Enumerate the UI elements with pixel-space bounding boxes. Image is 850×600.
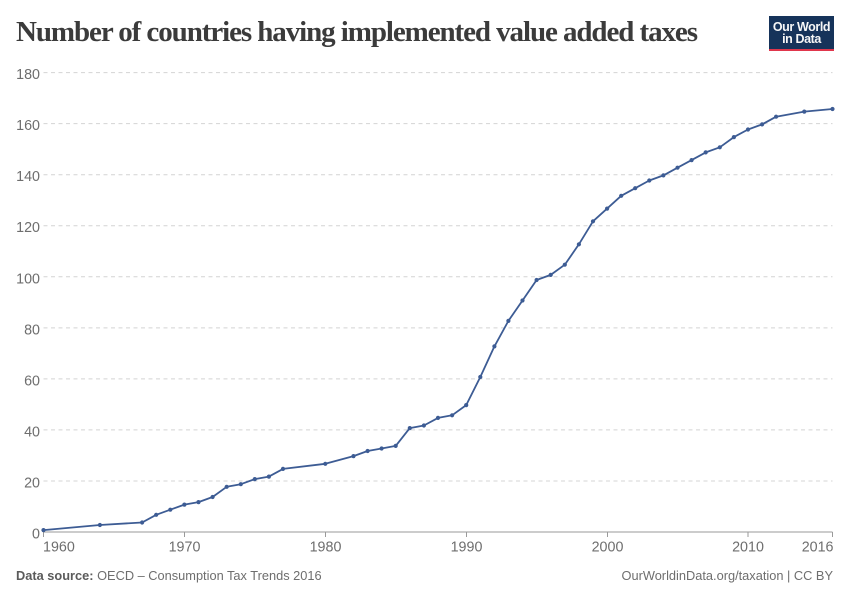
svg-text:160: 160 — [16, 118, 40, 134]
svg-text:1990: 1990 — [451, 539, 483, 555]
svg-text:120: 120 — [16, 220, 40, 236]
svg-text:0: 0 — [32, 527, 40, 543]
svg-text:1970: 1970 — [169, 539, 201, 555]
svg-text:20: 20 — [24, 476, 40, 492]
svg-text:2016: 2016 — [802, 539, 834, 555]
svg-text:100: 100 — [16, 271, 40, 287]
svg-text:2000: 2000 — [592, 539, 624, 555]
svg-text:40: 40 — [24, 424, 40, 440]
svg-text:2010: 2010 — [732, 539, 764, 555]
svg-text:140: 140 — [16, 169, 40, 185]
svg-text:180: 180 — [16, 67, 40, 83]
svg-text:1960: 1960 — [43, 539, 75, 555]
svg-text:1980: 1980 — [310, 539, 342, 555]
svg-text:80: 80 — [24, 322, 40, 338]
svg-text:60: 60 — [24, 373, 40, 389]
